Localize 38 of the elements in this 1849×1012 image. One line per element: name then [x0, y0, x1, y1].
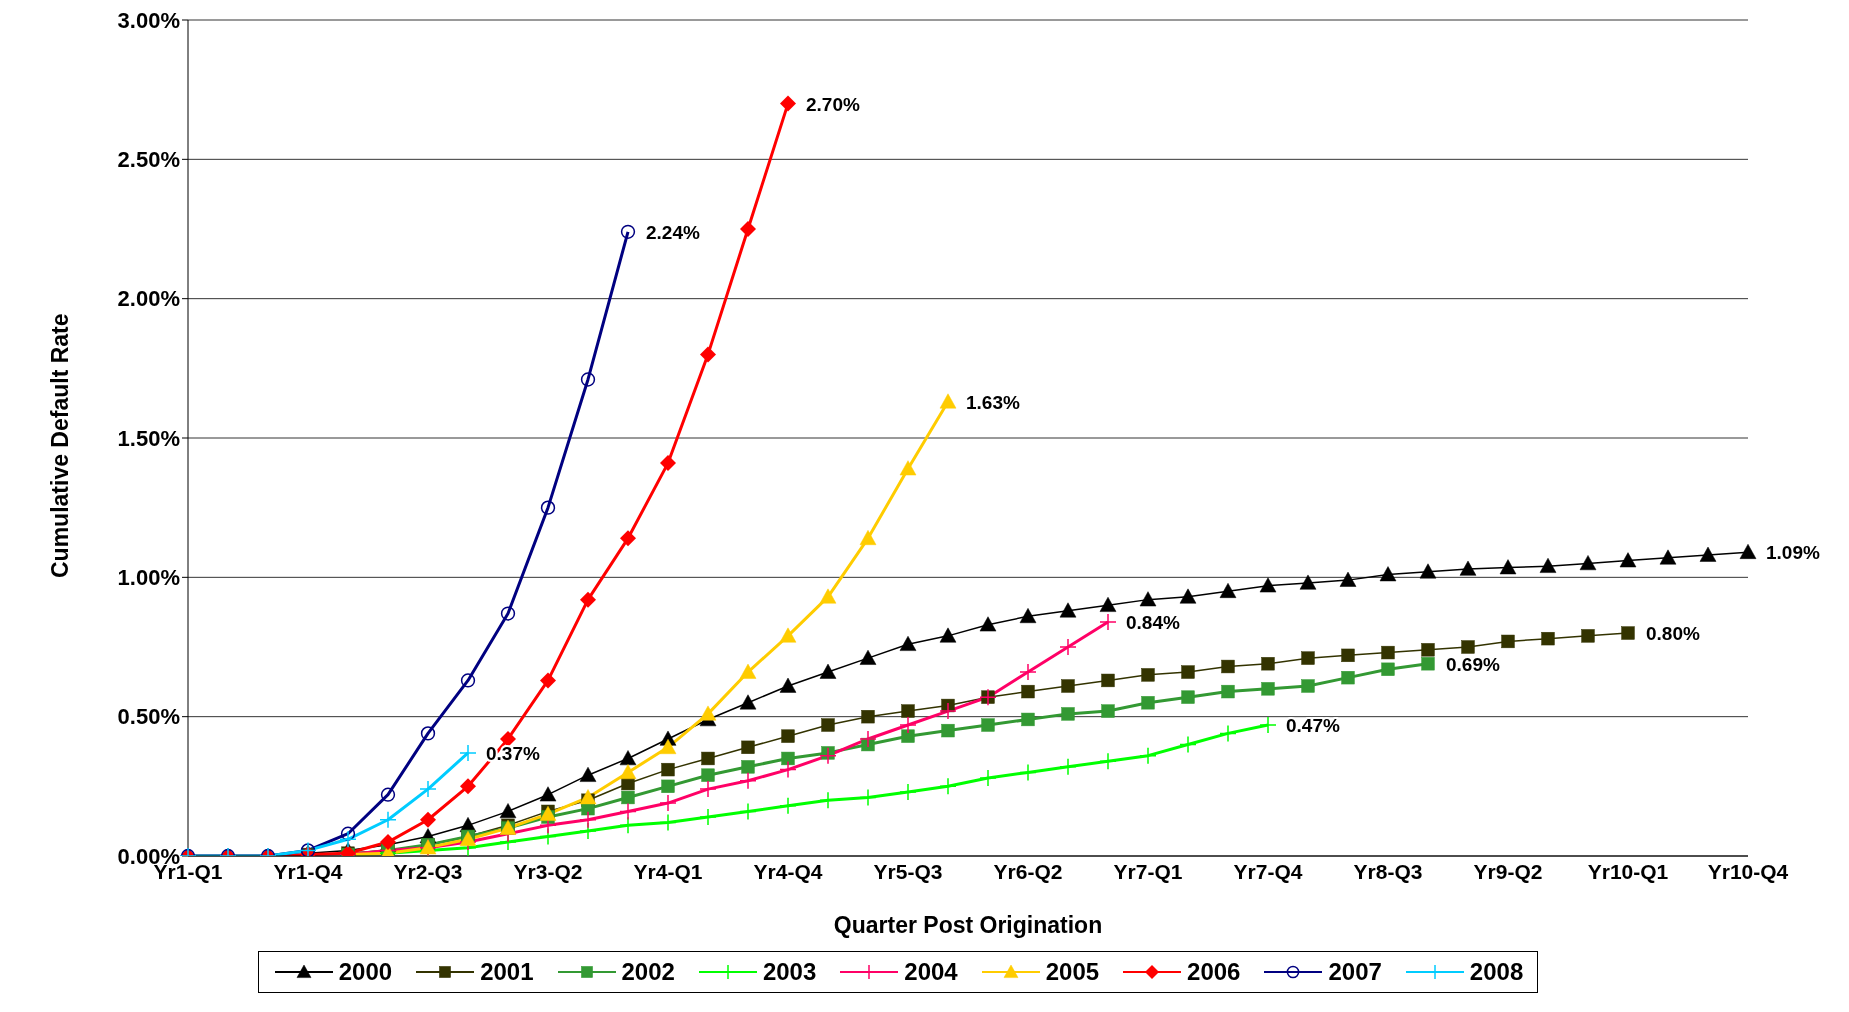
data-label: 2.70% — [806, 93, 860, 115]
data-label: 1.63% — [966, 391, 1020, 413]
legend-label: 2007 — [1328, 958, 1382, 986]
legend-label: 2001 — [480, 958, 534, 986]
x-tick-label: Yr2-Q3 — [393, 859, 463, 883]
x-tick-label: Yr9-Q2 — [1473, 859, 1543, 883]
legend-label: 2006 — [1187, 958, 1241, 986]
data-label: 0.84% — [1126, 611, 1180, 633]
y-tick-label: 2.00% — [117, 286, 180, 312]
y-tick-label: 1.50% — [117, 425, 180, 451]
legend-label: 2003 — [762, 958, 817, 986]
x-tick-label: Yr6-Q2 — [993, 859, 1063, 883]
x-tick-label: Yr4-Q4 — [753, 859, 823, 883]
data-label: 0.47% — [1286, 715, 1340, 737]
y-axis-title: Cumulative Default Rate — [47, 313, 74, 578]
y-tick-label: 0.50% — [117, 704, 180, 730]
x-axis-title: Quarter Post Origination — [833, 912, 1103, 938]
y-tick-label: 2.50% — [117, 147, 180, 173]
x-tick-label: Yr8-Q3 — [1353, 859, 1423, 883]
legend-label: 2002 — [621, 958, 675, 986]
data-label: 2.24% — [646, 221, 700, 243]
y-tick-label: 1.00% — [117, 565, 180, 591]
legend-label: 2008 — [1469, 958, 1524, 986]
x-tick-label: Yr10-Q4 — [1707, 859, 1789, 883]
data-label: 1.09% — [1766, 542, 1820, 564]
y-tick-label: 3.00% — [117, 7, 180, 33]
data-label: 0.69% — [1446, 653, 1500, 675]
x-tick-label: Yr3-Q2 — [513, 859, 583, 883]
x-tick-label: Yr7-Q1 — [1113, 859, 1183, 883]
data-label: 0.80% — [1646, 623, 1700, 645]
x-tick-label: Yr1-Q4 — [273, 859, 343, 883]
x-tick-label: Yr10-Q1 — [1587, 859, 1669, 883]
legend-label: 2004 — [904, 958, 958, 986]
x-tick-label: Yr7-Q4 — [1233, 859, 1303, 883]
x-tick-label: Yr5-Q3 — [873, 859, 943, 883]
x-tick-label: Yr4-Q1 — [633, 859, 703, 883]
legend-label: 2005 — [1045, 958, 1100, 986]
legend-label: 2000 — [338, 958, 393, 986]
